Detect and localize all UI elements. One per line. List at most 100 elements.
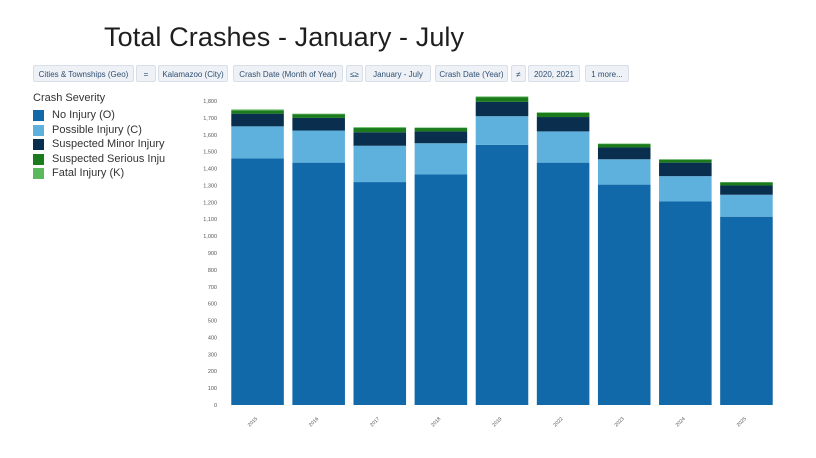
legend-swatch bbox=[33, 124, 44, 136]
legend-label: Suspected Serious Inju bbox=[52, 152, 166, 165]
bar-segment-2017-no-injury-o-[interactable] bbox=[353, 182, 407, 405]
filter-operator-chip[interactable]: ≠ bbox=[511, 65, 526, 82]
bar-segment-2019-suspected-minor-injury[interactable] bbox=[475, 101, 529, 117]
bar-segment-2016-suspected-serious-inju[interactable] bbox=[292, 114, 345, 118]
bar-segment-2025-possible-injury-c-[interactable] bbox=[720, 194, 773, 217]
bar-segment-2023-possible-injury-c-[interactable] bbox=[597, 159, 651, 185]
filter-value-chip[interactable]: January - July bbox=[365, 65, 431, 82]
bar-segment-2022-fatal-injury-k-[interactable] bbox=[536, 112, 590, 113]
bar-segment-2024-possible-injury-c-[interactable] bbox=[659, 176, 712, 202]
y-tick-label: 300 bbox=[208, 352, 217, 358]
filter-field-chip[interactable]: Cities & Townships (Geo) bbox=[33, 65, 134, 82]
filter-value-chip[interactable]: 2020, 2021 bbox=[528, 65, 580, 82]
x-tick-label: 2016 bbox=[308, 416, 320, 428]
filter-operator-chip[interactable]: ≤≥ bbox=[346, 65, 363, 82]
filter-value-chip[interactable]: Kalamazoo (City) bbox=[158, 65, 228, 82]
bar-segment-2022-possible-injury-c-[interactable] bbox=[536, 131, 590, 163]
bar-segment-2025-suspected-minor-injury[interactable] bbox=[720, 185, 773, 195]
y-tick-label: 1,500 bbox=[203, 150, 217, 156]
bar-segment-2019-possible-injury-c-[interactable] bbox=[475, 116, 529, 145]
y-tick-label: 1,100 bbox=[203, 217, 217, 223]
y-tick-label: 1,300 bbox=[203, 183, 217, 189]
x-tick-label: 2018 bbox=[430, 416, 442, 428]
bar-segment-2018-possible-injury-c-[interactable] bbox=[414, 143, 468, 175]
bar-segment-2017-fatal-injury-k-[interactable] bbox=[353, 127, 407, 129]
bar-segment-2015-suspected-serious-inju[interactable] bbox=[231, 110, 284, 114]
y-tick-label: 600 bbox=[208, 302, 217, 308]
filter-operator-chip[interactable]: = bbox=[136, 65, 156, 82]
y-tick-label: 500 bbox=[208, 319, 217, 325]
legend-label: Suspected Minor Injury bbox=[52, 138, 165, 150]
y-tick-label: 900 bbox=[208, 251, 217, 257]
x-tick-label: 2024 bbox=[675, 416, 687, 428]
legend-item-fatal-injury[interactable]: Fatal Injury (K) bbox=[33, 166, 183, 181]
bar-segment-2016-fatal-injury-k-[interactable] bbox=[292, 113, 345, 115]
bar-segment-2022-suspected-serious-inju[interactable] bbox=[536, 112, 590, 118]
legend-label: Fatal Injury (K) bbox=[52, 167, 125, 179]
chart-title: Total Crashes - January - July bbox=[104, 22, 465, 52]
y-tick-label: 800 bbox=[208, 268, 217, 274]
bar-segment-2023-suspected-minor-injury[interactable] bbox=[597, 147, 651, 160]
legend-swatch bbox=[33, 168, 44, 179]
legend-swatch bbox=[33, 139, 44, 150]
legend-swatch bbox=[33, 153, 44, 165]
y-tick-label: 700 bbox=[208, 285, 217, 291]
bar-segment-2015-possible-injury-c-[interactable] bbox=[231, 126, 284, 159]
y-tick-label: 400 bbox=[208, 335, 217, 341]
bar-segment-2018-suspected-minor-injury[interactable] bbox=[414, 131, 468, 144]
filter-field-chip[interactable]: Crash Date (Year) bbox=[435, 65, 508, 82]
legend-title: Crash Severity bbox=[33, 92, 106, 104]
filter-field-chip[interactable]: Crash Date (Month of Year) bbox=[233, 65, 343, 82]
bar-segment-2023-fatal-injury-k-[interactable] bbox=[597, 143, 651, 145]
bar-segment-2024-no-injury-o-[interactable] bbox=[659, 201, 712, 405]
bar-segment-2017-suspected-serious-inju[interactable] bbox=[353, 128, 407, 133]
bar-segment-2018-no-injury-o-[interactable] bbox=[414, 174, 468, 405]
bar-segment-2016-no-injury-o-[interactable] bbox=[292, 162, 345, 405]
x-tick-label: 2017 bbox=[369, 416, 381, 428]
bar-segment-2022-suspected-minor-injury[interactable] bbox=[536, 117, 590, 132]
bar-segment-2016-possible-injury-c-[interactable] bbox=[292, 130, 345, 163]
bar-segment-2018-suspected-serious-inju[interactable] bbox=[414, 128, 468, 132]
legend-item-possible-injury[interactable]: Possible Injury (C) bbox=[33, 123, 183, 138]
legend-label: Possible Injury (C) bbox=[52, 123, 142, 136]
more-filters-button[interactable]: 1 more... bbox=[585, 65, 629, 82]
bar-segment-2017-suspected-minor-injury[interactable] bbox=[353, 132, 407, 146]
bar-segment-2025-no-injury-o-[interactable] bbox=[720, 216, 773, 405]
bar-segment-2023-suspected-serious-inju[interactable] bbox=[597, 144, 651, 148]
y-tick-label: 1,700 bbox=[203, 116, 217, 122]
y-tick-label: 1,800 bbox=[203, 99, 217, 105]
bar-segment-2019-suspected-serious-inju[interactable] bbox=[475, 97, 529, 102]
bar-segment-2015-fatal-injury-k-[interactable] bbox=[231, 109, 284, 111]
bar-segment-2015-no-injury-o-[interactable] bbox=[231, 158, 284, 405]
bar-segment-2019-fatal-injury-k-[interactable] bbox=[475, 96, 529, 98]
x-tick-label: 2022 bbox=[552, 416, 564, 428]
y-tick-label: 1,000 bbox=[203, 234, 217, 240]
bar-segment-2019-no-injury-o-[interactable] bbox=[475, 144, 529, 405]
legend-item-no-injury[interactable]: No Injury (O) bbox=[33, 108, 183, 123]
y-tick-label: 0 bbox=[214, 403, 217, 409]
bar-segment-2018-fatal-injury-k-[interactable] bbox=[414, 127, 468, 129]
bar-segment-2022-no-injury-o-[interactable] bbox=[536, 162, 590, 405]
x-tick-label: 2019 bbox=[491, 416, 503, 428]
y-tick-label: 1,400 bbox=[203, 167, 217, 173]
bar-segment-2017-possible-injury-c-[interactable] bbox=[353, 145, 407, 183]
legend-label: No Injury (O) bbox=[52, 109, 115, 121]
y-tick-label: 200 bbox=[208, 369, 217, 375]
legend-item-serious-injury[interactable]: Suspected Serious Inju bbox=[33, 152, 183, 167]
legend-swatch bbox=[33, 110, 44, 121]
bar-segment-2015-suspected-minor-injury[interactable] bbox=[231, 113, 284, 127]
bar-segment-2024-suspected-minor-injury[interactable] bbox=[659, 162, 712, 177]
x-tick-label: 2025 bbox=[736, 416, 748, 428]
x-tick-label: 2023 bbox=[614, 416, 626, 428]
bar-segment-2025-suspected-serious-inju[interactable] bbox=[720, 182, 773, 186]
y-tick-label: 100 bbox=[208, 386, 217, 392]
bar-segment-2016-suspected-minor-injury[interactable] bbox=[292, 117, 345, 131]
bar-segment-2023-no-injury-o-[interactable] bbox=[597, 184, 651, 405]
legend: Crash Severity No Injury (O) Possible In… bbox=[33, 92, 183, 181]
legend-item-minor-injury[interactable]: Suspected Minor Injury bbox=[33, 137, 183, 152]
y-tick-label: 1,200 bbox=[203, 200, 217, 206]
y-tick-label: 1,600 bbox=[203, 133, 217, 139]
bar-segment-2024-suspected-serious-inju[interactable] bbox=[659, 159, 712, 163]
x-tick-label: 2015 bbox=[247, 416, 259, 428]
